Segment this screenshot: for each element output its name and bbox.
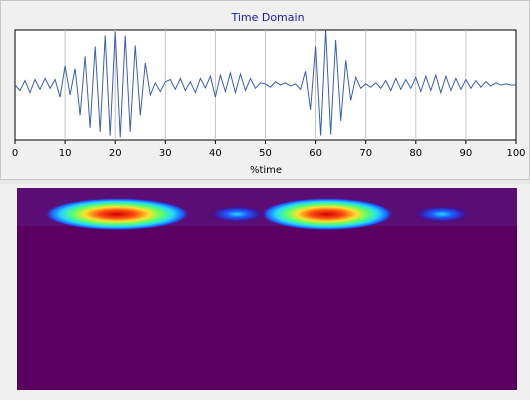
series-lines (14, 29, 516, 138)
panel-divider (0, 180, 530, 184)
x-axis-label: %time (250, 165, 282, 176)
frequency-heatmap-panel (17, 188, 517, 390)
x-tick-label: 10 (59, 148, 72, 159)
x-tick-label: 50 (259, 148, 272, 159)
chart-title: Time Domain (230, 11, 304, 24)
frequency-heatmap (17, 188, 517, 390)
time-domain-chart: Time Domain 0 10 20 30 40 50 60 70 80 90 100 %time (12, 11, 526, 176)
x-tick-label: 90 (460, 148, 473, 159)
heatmap-blobs (45, 198, 472, 231)
x-tick-label: 0 (12, 148, 18, 159)
x-tick-label: 70 (359, 148, 372, 159)
heatmap-blob (412, 205, 472, 224)
signal-line (14, 29, 516, 138)
x-tick-label: 20 (109, 148, 122, 159)
heatmap-blob (45, 198, 189, 231)
x-axis-ticks: 0 10 20 30 40 50 60 70 80 90 100 (12, 140, 526, 159)
grid (64, 30, 467, 140)
x-tick-label: 100 (506, 148, 525, 159)
heatmap-blob (261, 198, 393, 231)
x-tick-label: 40 (209, 148, 222, 159)
x-tick-label: 60 (309, 148, 322, 159)
time-domain-panel: Time Domain 0 10 20 30 40 50 60 70 80 90 100 %time (0, 0, 530, 180)
x-tick-label: 80 (409, 148, 422, 159)
heatmap-blob (207, 205, 267, 224)
x-tick-label: 30 (159, 148, 172, 159)
